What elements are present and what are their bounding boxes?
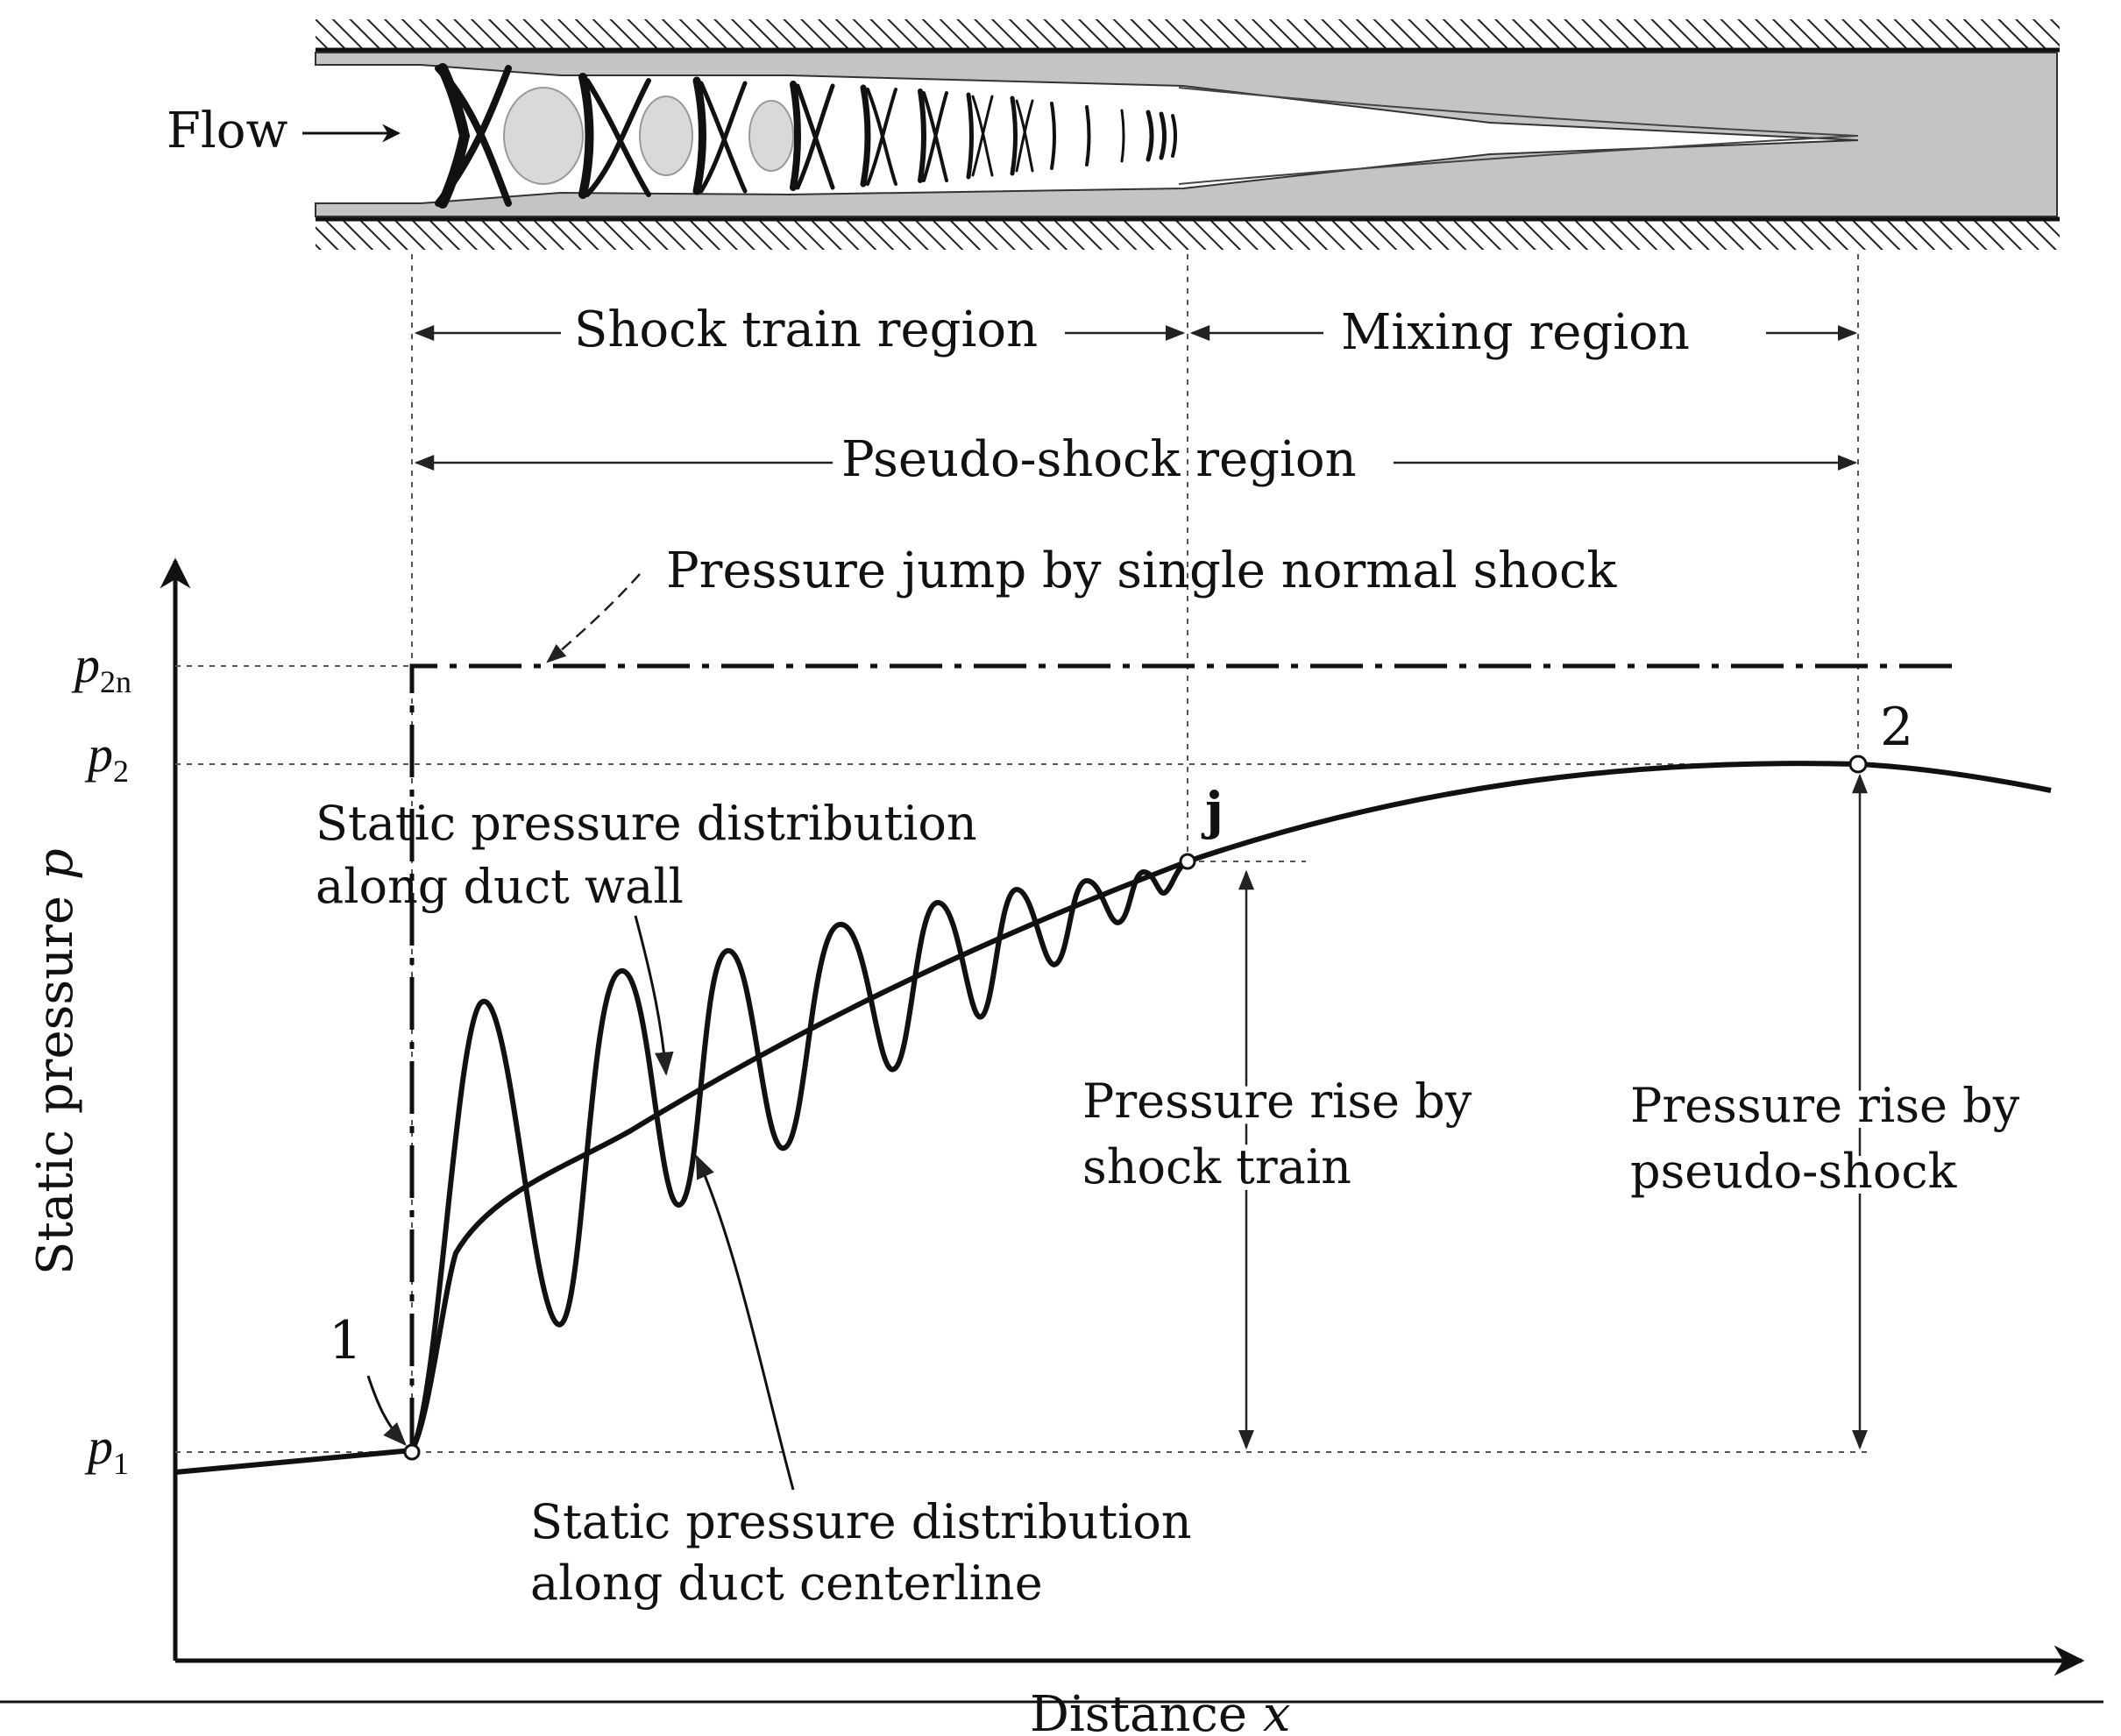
point-2-label: 2 — [1880, 697, 1913, 758]
shock-train-region-label: Shock train region — [574, 301, 1038, 358]
shock-train-rise-label: Pressure rise by shock train — [1082, 1073, 1486, 1194]
vertical-guides — [411, 254, 1859, 1450]
point-1-leader — [366, 1375, 407, 1446]
pseudo-shock-rise-label: Pressure rise by pseudo-shock — [1630, 1078, 2034, 1199]
wall-distribution-label: Static pressure distribution along duct … — [316, 796, 992, 914]
pressure-ticks: p2n p2 p1 — [71, 636, 1871, 1481]
duct-illustration: Flow — [167, 19, 2060, 250]
wall-pressure-curve — [409, 761, 2052, 1452]
centerline-pressure-curve — [409, 859, 1189, 1452]
duct-wall-bottom — [316, 219, 2060, 250]
centerline-distribution-leader — [695, 1154, 795, 1491]
normal-shock-leader — [546, 573, 641, 663]
tick-p1: p1 — [84, 1418, 129, 1481]
normal-shock-label: Pressure jump by single normal shock — [666, 542, 1617, 599]
axes: Static pressure p Distance x — [0, 557, 2103, 1736]
x-axis-label: Distance x — [1030, 1686, 1290, 1736]
curve-annotations: Static pressure distribution along duct … — [316, 773, 2034, 1611]
normal-shock-jump-line: Pressure jump by single normal shock — [409, 542, 1959, 1450]
region-labels: Shock train region Mixing region Pseudo-… — [414, 301, 1858, 488]
shock-train-cells — [435, 63, 1177, 209]
pseudo-shock-region-label: Pseudo-shock region — [841, 431, 1357, 488]
point-2-marker — [1848, 755, 1868, 774]
tick-p2n: p2n — [71, 636, 131, 699]
pressure-curves — [174, 761, 2052, 1475]
flow-label: Flow — [167, 103, 287, 159]
point-j-marker — [1179, 853, 1196, 870]
centerline-distribution-label: Static pressure distribution along duct … — [530, 1494, 1207, 1611]
y-axis-label: Static pressure p — [27, 848, 84, 1275]
wall-distribution-leader — [634, 915, 674, 1076]
point-1-label: 1 — [329, 1310, 362, 1371]
state-points: 1 j 2 — [329, 697, 1913, 1461]
tick-p2: p2 — [84, 726, 129, 789]
point-1-marker — [403, 1443, 421, 1461]
point-j-label: j — [1201, 781, 1224, 840]
upstream-pressure-line — [174, 1448, 413, 1475]
duct-wall-top — [316, 19, 2060, 50]
mixing-region-label: Mixing region — [1341, 304, 1690, 361]
